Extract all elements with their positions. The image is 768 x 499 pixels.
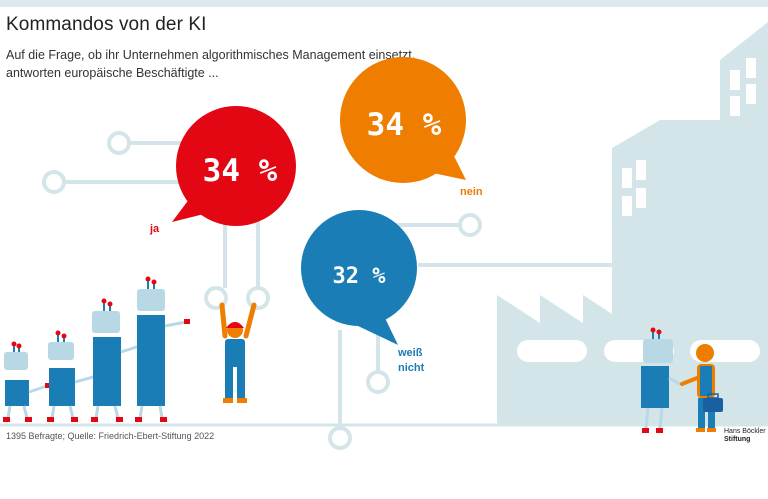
circuit-node — [107, 131, 131, 155]
logo-line-1: Hans Böckler — [724, 428, 766, 435]
robot-1 — [3, 341, 51, 422]
circuit-line — [223, 215, 260, 288]
circuit-node — [458, 213, 482, 237]
robot-body — [641, 366, 669, 408]
value-label-ja: 34 % — [203, 153, 278, 189]
circuit-node — [366, 370, 390, 394]
robot-head — [4, 352, 28, 370]
category-label-weiss: weiß — [397, 347, 423, 359]
robot-head — [92, 311, 120, 333]
logo-line-2: Stiftung — [724, 436, 751, 443]
factory-window — [636, 188, 646, 208]
source-note: 1395 Befragte; Quelle: Friedrich-Ebert-S… — [6, 431, 215, 441]
bubble-weiss-nicht — [301, 210, 417, 326]
robot-body — [137, 315, 165, 406]
circuit-node — [328, 426, 352, 450]
robot-head — [137, 289, 165, 311]
circuit-node — [42, 170, 66, 194]
circuit-node — [204, 286, 228, 310]
robot-head — [643, 339, 673, 363]
worker-helmet — [226, 322, 244, 328]
speech-bubble-ja — [172, 106, 296, 226]
factory-hall-window — [517, 340, 587, 362]
robot-body — [49, 368, 75, 406]
robot-head — [48, 342, 74, 360]
category-label-nicht: nicht — [398, 362, 425, 374]
factory-window — [746, 84, 756, 104]
factory-window — [730, 70, 740, 90]
briefcase — [703, 398, 723, 412]
bubble-nein — [340, 57, 466, 183]
bubble-tail-weiss-nicht — [358, 318, 398, 345]
publisher-logo: Hans Böckler Stiftung — [724, 428, 766, 444]
factory-window — [730, 96, 740, 116]
bubble-tail-nein — [428, 152, 466, 180]
factory-illustration — [497, 22, 768, 425]
speech-bubble-weiss-nicht — [301, 210, 417, 345]
robot-body — [5, 380, 29, 406]
robot-body — [93, 337, 121, 406]
category-label-nein: nein — [460, 186, 483, 198]
robot-4 — [135, 276, 190, 422]
robot-3 — [91, 298, 147, 422]
human-head — [696, 344, 714, 362]
value-label-nein: 34 % — [367, 107, 442, 143]
page-subtitle: Auf die Frage, ob ihr Unternehmen algori… — [6, 48, 416, 80]
factory-window — [746, 58, 756, 78]
category-label-ja: ja — [149, 223, 160, 235]
factory-window — [636, 160, 646, 180]
worker-body — [225, 339, 245, 367]
bubble-ja — [176, 106, 296, 226]
speech-bubble-nein — [340, 57, 466, 183]
human-handshake — [680, 344, 723, 432]
top-band — [0, 0, 768, 7]
value-label-weiss-nicht: 32 % — [333, 264, 387, 289]
circuit-node — [624, 253, 648, 277]
worker-hanging — [219, 302, 257, 403]
robot-handshake — [641, 327, 681, 433]
factory-window — [622, 196, 632, 216]
circuit-node — [246, 286, 270, 310]
bubble-tail-ja — [172, 198, 212, 222]
page-title: Kommandos von der KI — [6, 14, 207, 35]
factory-window — [622, 168, 632, 188]
circuit-lines — [0, 131, 768, 450]
robot-2 — [47, 330, 101, 422]
